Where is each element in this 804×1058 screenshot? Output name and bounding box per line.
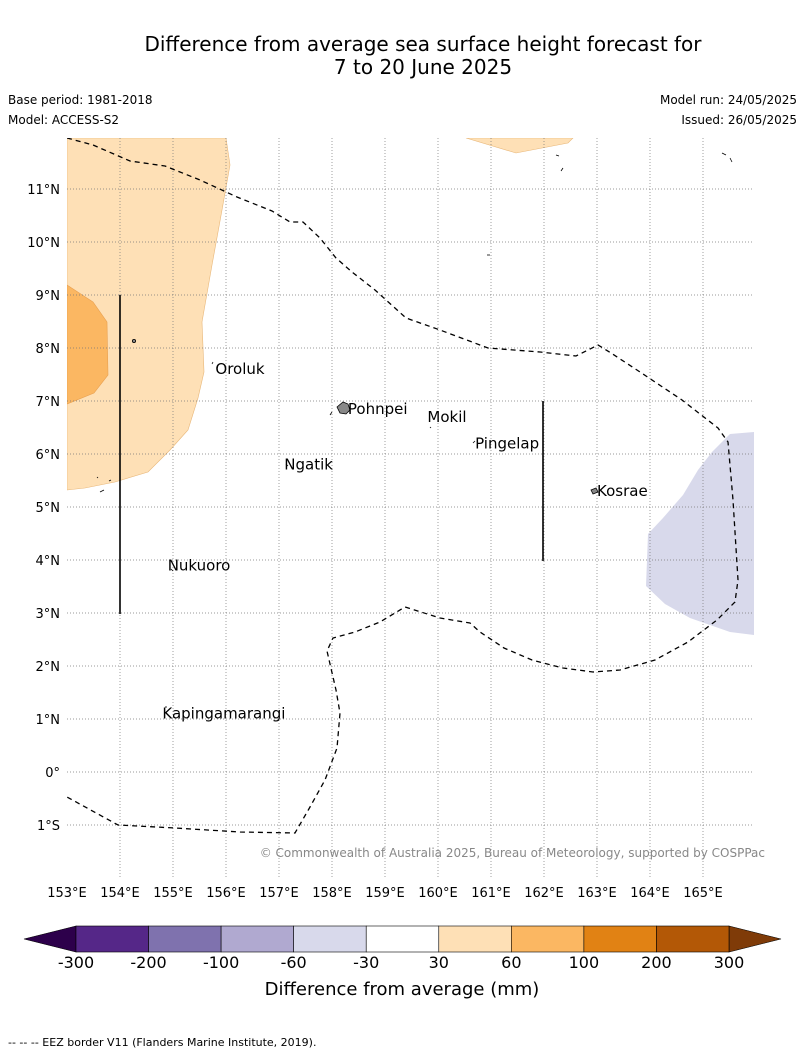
colorbar-segment — [583, 925, 657, 953]
colorbar-tick-label: -100 — [203, 953, 239, 972]
place-label-kapingamarangi: Kapingamarangi — [162, 705, 285, 723]
colorbar-tick-label: 300 — [714, 953, 745, 972]
anomaly-region-30-60-west — [67, 138, 231, 491]
colorbar-label: Difference from average (mm) — [264, 979, 540, 1000]
lon-tick-label: 159°E — [365, 886, 405, 901]
colorbar-tick-label: -60 — [281, 953, 307, 972]
colorbar-tick-label: 30 — [429, 953, 449, 972]
pohnpei-island — [336, 401, 351, 415]
anomaly-region-neg-30-60 — [646, 432, 754, 635]
islet-sw-2 — [96, 476, 99, 479]
lat-tick-label: 2°N — [36, 660, 61, 675]
place-label-mokil: Mokil — [427, 408, 466, 426]
islet-ngatik — [285, 463, 289, 467]
islet-sw-3 — [108, 479, 112, 482]
lat-tick-label: 1°S — [37, 819, 60, 834]
model-run: Model run: 24/05/2025 — [659, 93, 797, 107]
colorbar-segment — [656, 925, 730, 953]
colorbar-segment — [220, 925, 294, 953]
lat-tick-label: 6°N — [36, 448, 61, 463]
place-label-pingelap: Pingelap — [475, 434, 539, 452]
islet-pingelap — [472, 440, 476, 444]
lon-tick-label: 160°E — [418, 886, 458, 901]
place-label-oroluk: Oroluk — [215, 360, 264, 378]
title-line-1: Difference from average sea surface heig… — [144, 32, 702, 56]
anomaly-region-60-100 — [67, 284, 109, 405]
lat-tick-label: 8°N — [36, 342, 61, 357]
anomaly-region-30-60-north — [465, 138, 574, 154]
islet-oroluk — [211, 361, 214, 365]
chart-title: Difference from average sea surface heig… — [0, 33, 804, 79]
lat-tick-label: 5°N — [36, 501, 61, 516]
colorbar-segment — [511, 925, 585, 953]
lat-tick-label: 1°N — [36, 713, 61, 728]
lon-tick-label: 153°E — [47, 886, 87, 901]
lon-tick-label: 163°E — [577, 886, 617, 901]
colorbar-segment — [293, 925, 367, 953]
colorbar-segment — [75, 925, 149, 953]
lon-tick-label: 165°E — [683, 886, 723, 901]
islet-west — [131, 338, 136, 343]
islands — [96, 152, 733, 708]
colorbar-tick-label: -30 — [353, 953, 379, 972]
colorbar-tick-label: 200 — [641, 953, 672, 972]
lon-tick-label: 154°E — [100, 886, 140, 901]
model-name: Model: ACCESS-S2 — [8, 113, 120, 127]
longitude-labels: 153°E 154°E 155°E 156°E 157°E 158°E 159°E 160°E… — [47, 886, 723, 901]
kosrae-island — [590, 487, 599, 495]
latitude-labels: 11°N 10°N 9°N 8°N 7°N 6°N 5°N 4°N 3°N 2°N 1°N 0° 1°S — [27, 183, 60, 834]
islet-nukuoro — [170, 568, 174, 572]
place-label-pohnpei: Pohnpei — [348, 400, 408, 418]
base-period: Base period: 1981-2018 — [8, 93, 153, 107]
lon-tick-label: 155°E — [153, 886, 193, 901]
islet-north-1 — [555, 154, 560, 157]
colorbar-segment — [148, 925, 222, 953]
colorbar-segment — [438, 925, 512, 953]
sea-level-map: Oroluk Pohnpei Mokil Pingelap Ngatik Kosrae Nu… — [23, 138, 782, 972]
lon-tick-label: 162°E — [524, 886, 564, 901]
eez-footnote: -- -- -- EEZ border V11 (Flanders Marine… — [8, 1036, 317, 1049]
lon-tick-label: 164°E — [630, 886, 670, 901]
colorbar-tick-label: -300 — [58, 953, 94, 972]
copyright-credit: © Commonwealth of Australia 2025, Bureau… — [260, 846, 765, 860]
lat-tick-label: 7°N — [36, 395, 61, 410]
islet-ne-1 — [721, 152, 727, 156]
lat-tick-label: 9°N — [36, 289, 61, 304]
islet-north-2 — [560, 167, 564, 172]
title-line-2: 7 to 20 June 2025 — [333, 55, 513, 79]
lon-tick-label: 158°E — [312, 886, 352, 901]
eez-border — [67, 138, 739, 834]
lat-tick-label: 3°N — [36, 607, 61, 622]
colorbar-high-extension — [728, 925, 782, 953]
colorbar: -300 -200 -100 -60 -30 30 60 100 200 300 — [23, 925, 782, 972]
islet-sw-1 — [99, 489, 105, 493]
lon-tick-label: 157°E — [259, 886, 299, 901]
lat-tick-label: 10°N — [27, 236, 60, 251]
lat-tick-label: 11°N — [27, 183, 60, 198]
islet-ant — [329, 411, 333, 416]
issued-date: Issued: 26/05/2025 — [681, 113, 797, 127]
place-label-ngatik: Ngatik — [284, 456, 333, 474]
anomaly-layer — [67, 138, 754, 635]
colorbar-segment — [365, 925, 440, 953]
lon-tick-label: 161°E — [471, 886, 511, 901]
place-label-kosrae: Kosrae — [597, 482, 648, 500]
colorbar-tick-label: 100 — [569, 953, 600, 972]
islet-mokil — [429, 426, 432, 429]
colorbar-tick-label: -200 — [130, 953, 166, 972]
islet-ne-2 — [729, 157, 733, 163]
place-label-nukuoro: Nukuoro — [168, 556, 231, 574]
graticule — [67, 138, 754, 879]
lon-tick-label: 156°E — [206, 886, 246, 901]
colorbar-tick-label: 60 — [501, 953, 521, 972]
lat-tick-label: 4°N — [36, 554, 61, 569]
colorbar-low-extension — [23, 925, 77, 953]
lat-tick-label: 0° — [45, 766, 60, 781]
place-labels: Oroluk Pohnpei Mokil Pingelap Ngatik Kosrae Nu… — [162, 360, 647, 723]
